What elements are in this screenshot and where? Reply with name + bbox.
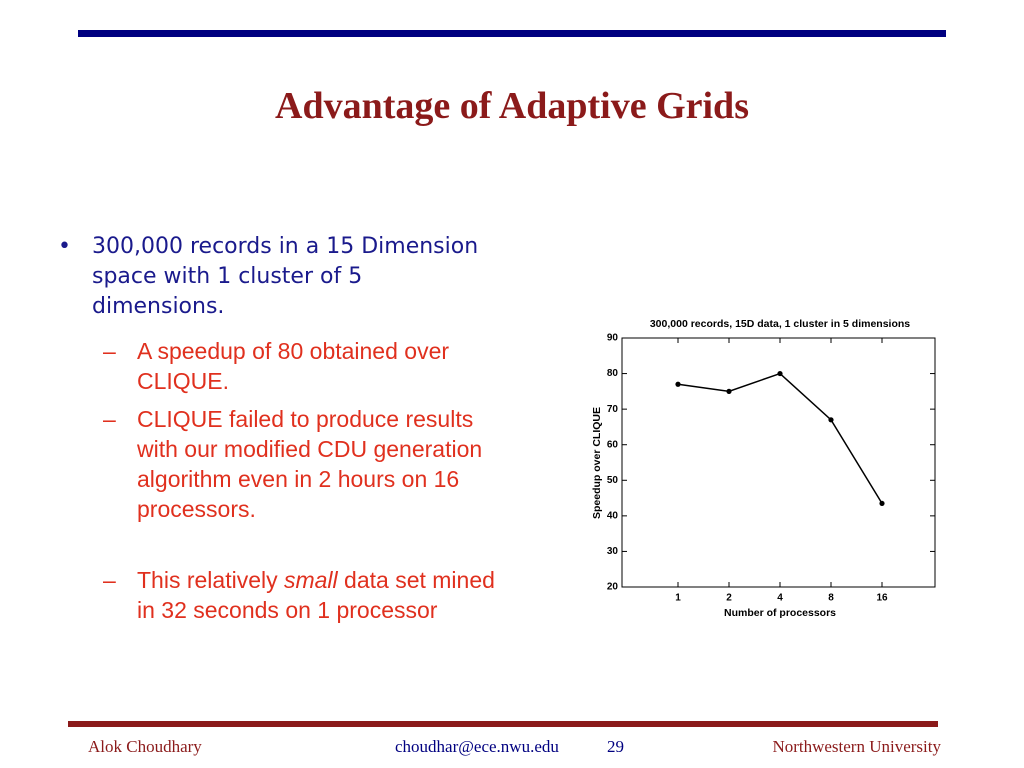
x-axis-label: Number of processors xyxy=(724,607,836,619)
x-tick-label: 4 xyxy=(777,593,783,604)
text-run: data set mined in 32 seconds on 1 proces… xyxy=(137,567,495,623)
data-point xyxy=(726,388,732,394)
dash: – xyxy=(103,338,116,364)
bottom-rule xyxy=(68,721,938,727)
y-tick-label: 70 xyxy=(607,404,619,415)
data-point xyxy=(777,370,783,377)
y-tick-label: 50 xyxy=(607,475,619,486)
y-tick-label: 80 xyxy=(607,368,619,379)
x-tick-label: 1 xyxy=(675,593,681,604)
x-tick-label: 16 xyxy=(876,593,888,604)
footer-author: Alok Choudhary xyxy=(88,737,202,756)
x-tick-label: 2 xyxy=(726,593,732,604)
top-rule xyxy=(78,30,946,37)
plot-frame xyxy=(621,337,936,588)
footer-institution: Northwestern University xyxy=(772,737,941,756)
emphasis: small xyxy=(283,567,338,593)
dash: – xyxy=(103,406,116,432)
bullet: • 300,000 records in a 15 Dimension space… xyxy=(58,232,498,322)
dash: – xyxy=(103,567,116,593)
y-tick-label: 40 xyxy=(607,510,619,521)
sub-bullet-text: CLIQUE failed to produce results with ou… xyxy=(137,406,483,522)
sub-bullet-text: A speedup of 80 obtained over CLIQUE. xyxy=(137,338,450,394)
y-tick-label: 60 xyxy=(607,439,619,450)
slide-title: Advantage of Adaptive Grids xyxy=(275,85,749,127)
footer-page: 29 xyxy=(607,737,624,756)
footer-email: choudhar@ece.nwu.edu xyxy=(395,737,559,756)
data-point xyxy=(828,417,834,423)
x-tick-label: 8 xyxy=(828,593,834,604)
bullet-dot: • xyxy=(58,234,71,259)
y-tick-label: 90 xyxy=(607,333,619,344)
chart-title: 300,000 records, 15D data, 1 cluster in … xyxy=(650,318,910,330)
sub-bullet: – A speedup of 80 obtained over CLIQUE. xyxy=(103,336,513,396)
text-run: This relatively xyxy=(137,567,284,593)
bullet-text: 300,000 records in a 15 Dimension space … xyxy=(92,234,479,319)
data-line xyxy=(677,372,883,504)
sub-bullet: – This relatively small data set mined in… xyxy=(103,565,513,625)
y-tick-label: 20 xyxy=(607,582,619,593)
sub-bullet: – CLIQUE failed to produce results with o… xyxy=(103,404,513,524)
data-point xyxy=(675,381,681,387)
y-tick-label: 30 xyxy=(607,546,619,557)
data-point xyxy=(879,500,885,507)
y-axis-label: Speedup over CLIQUE xyxy=(591,407,603,519)
sub-bullet-text: This relatively small data set mined in … xyxy=(137,565,513,625)
